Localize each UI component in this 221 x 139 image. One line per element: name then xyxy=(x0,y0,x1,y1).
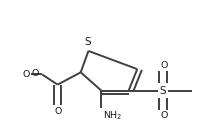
Text: O: O xyxy=(160,61,168,70)
Text: S: S xyxy=(160,85,166,95)
Text: O: O xyxy=(160,111,168,120)
Text: NH$_2$: NH$_2$ xyxy=(103,109,122,122)
Text: O: O xyxy=(32,70,39,78)
Text: O: O xyxy=(23,70,30,79)
Text: S: S xyxy=(84,37,91,47)
Text: O: O xyxy=(55,107,62,116)
